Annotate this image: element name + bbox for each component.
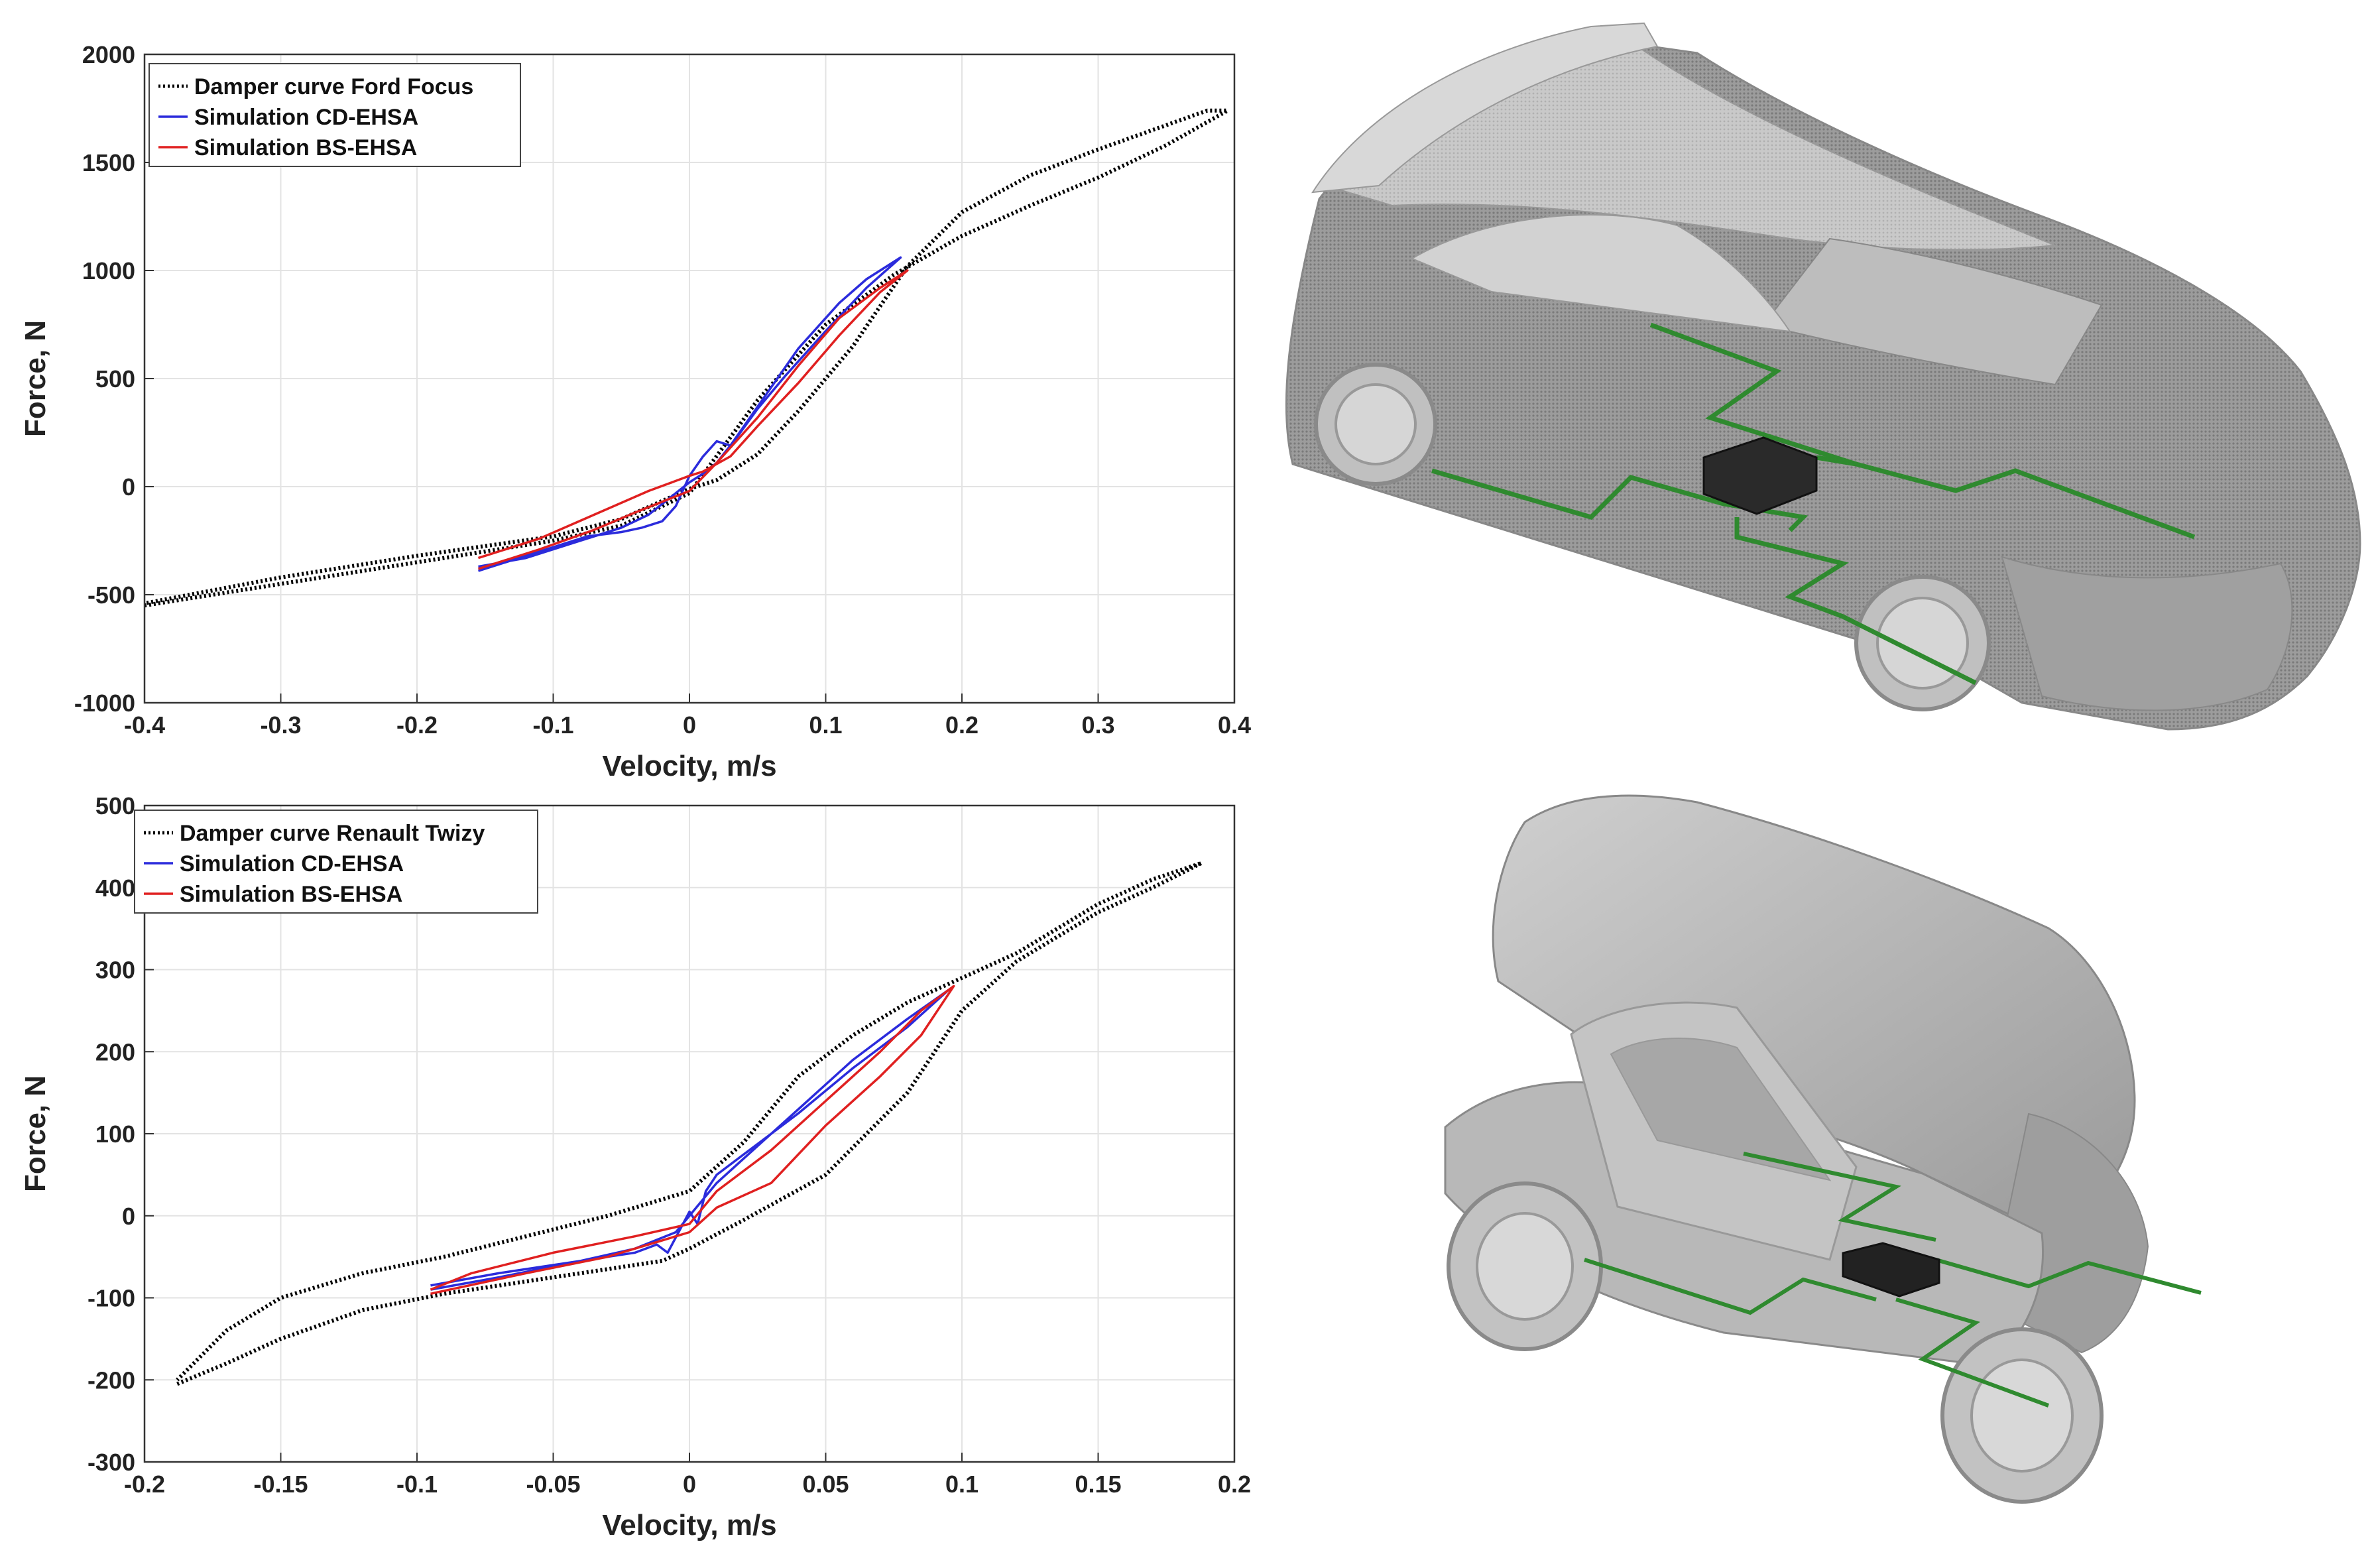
y-tick-label: 100 (95, 1120, 135, 1148)
series-line-2 (477, 256, 902, 572)
legend-label-1: Damper curve Ford Focus (194, 74, 473, 99)
series-line-1 (144, 108, 1230, 608)
legend-label-3: Simulation BS-EHSA (180, 882, 402, 907)
x-tick-label: 0.3 (1081, 711, 1114, 739)
series-line-3 (430, 985, 955, 1296)
x-tick-label: -0.1 (532, 711, 573, 739)
harness-wiring (1584, 1152, 2202, 1408)
x-tick-label: -0.15 (253, 1471, 308, 1498)
hatchback-car-image (1285, 22, 2361, 731)
y-axis-label: Force, N (19, 1075, 52, 1192)
ford-focus-force-velocity-chart: -0.4 -0.3 -0.2 -0.1 0 0.1 0.2 0.3 0.4 -1000 -500 0 5… (19, 41, 1251, 782)
legend: Damper curve Renault Twizy Simulation CD-… (134, 810, 538, 914)
series-line-3 (477, 269, 909, 570)
x-tick-label: 0 (683, 1471, 696, 1498)
x-tick-label: 0.1 (945, 1471, 979, 1498)
x-tick-label: 0.2 (1218, 1471, 1251, 1498)
y-tick-label: 1000 (82, 257, 135, 284)
x-tick-label: -0.3 (260, 711, 301, 739)
legend-label-2: Simulation CD-EHSA (194, 105, 418, 130)
y-tick-label: 400 (95, 874, 135, 902)
series-line-1 (176, 861, 1204, 1386)
x-tick-label: -0.05 (526, 1471, 580, 1498)
x-tick-label: 0.1 (809, 711, 842, 739)
x-tick-label: 0.15 (1075, 1471, 1121, 1498)
y-tick-label: 200 (95, 1038, 135, 1065)
y-tick-label: -300 (88, 1449, 135, 1476)
x-tick-label: -0.4 (124, 711, 165, 739)
x-tick-label: 0.05 (802, 1471, 849, 1498)
renault-twizy-force-velocity-chart: -0.2 -0.15 -0.1 -0.05 0 0.05 0.1 0.15 0.2 -300 -20… (19, 792, 1251, 1541)
x-tick-label: -0.2 (396, 711, 438, 739)
y-tick-label: 1500 (82, 149, 135, 176)
legend-label-2: Simulation CD-EHSA (180, 851, 404, 876)
y-tick-label: 500 (95, 792, 135, 819)
legend-box (134, 810, 538, 914)
x-tick-label: -0.1 (396, 1471, 438, 1498)
series-line-2 (430, 989, 950, 1291)
twizy-car-image (1444, 794, 2202, 1504)
x-tick-label: -0.2 (124, 1471, 165, 1498)
y-tick-label: 2000 (82, 41, 135, 68)
y-tick-label: 0 (122, 473, 135, 501)
x-axis-label: Velocity, m/s (602, 750, 776, 782)
y-tick-label: -500 (88, 581, 135, 609)
legend-label-1: Damper curve Renault Twizy (180, 821, 485, 846)
legend-box (148, 63, 521, 167)
y-tick-label: 300 (95, 957, 135, 984)
control-box (1702, 436, 1818, 515)
y-tick-label: 500 (95, 365, 135, 392)
x-tick-label: 0.2 (945, 711, 979, 739)
x-tick-label: 0 (683, 711, 696, 739)
y-tick-label: 0 (122, 1203, 135, 1230)
y-tick-label: -200 (88, 1366, 135, 1394)
y-tick-label: -1000 (74, 690, 135, 717)
legend-label-3: Simulation BS-EHSA (194, 135, 417, 160)
harness-wiring (1431, 322, 2196, 686)
legend: Damper curve Ford Focus Simulation CD-EHS… (148, 63, 521, 167)
x-tick-label: 0.4 (1218, 711, 1251, 739)
y-tick-label: -100 (88, 1285, 135, 1312)
y-axis-label: Force, N (19, 320, 52, 437)
x-axis-label: Velocity, m/s (602, 1509, 776, 1541)
control-box (1842, 1242, 1940, 1297)
